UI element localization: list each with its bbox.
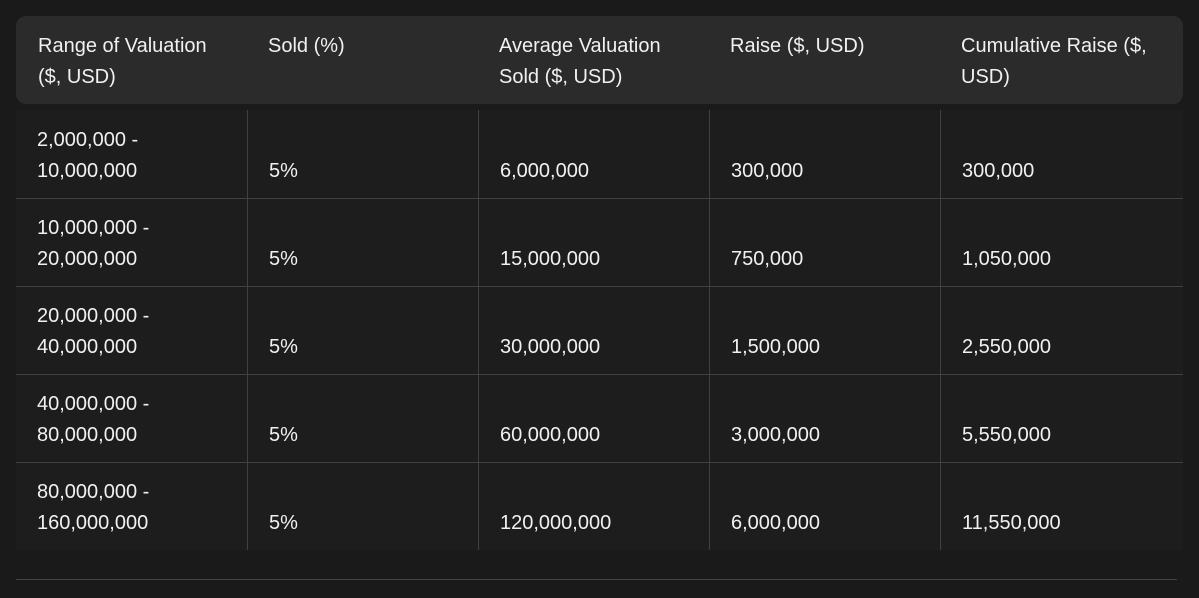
cell-cumulative-raise: 5,550,000 [940, 375, 1183, 462]
cell-raise: 6,000,000 [709, 463, 940, 550]
cell-valuation-range: 10,000,000 - 20,000,000 [37, 217, 150, 270]
table-row: 20,000,000 - 40,000,000 5% 30,000,000 1,… [16, 286, 1183, 374]
cell-cumulative-raise: 1,050,000 [940, 199, 1183, 286]
cell-cumulative-raise: 2,550,000 [940, 287, 1183, 374]
cell-average-valuation-sold: 30,000,000 [478, 287, 709, 374]
table-row: 80,000,000 - 160,000,000 5% 120,000,000 … [16, 462, 1183, 550]
cell-average-valuation-sold: 60,000,000 [478, 375, 709, 462]
cell-cumulative-raise: 11,550,000 [940, 463, 1183, 550]
table-row: 10,000,000 - 20,000,000 5% 15,000,000 75… [16, 198, 1183, 286]
cell-valuation-range: 80,000,000 - 160,000,000 [37, 481, 150, 534]
header-average-valuation-sold: Average Valuation Sold ($, USD) [499, 35, 661, 88]
cell-raise: 3,000,000 [709, 375, 940, 462]
cell-sold-pct: 5% [247, 110, 478, 198]
cell-sold-pct: 5% [247, 287, 478, 374]
cell-sold-pct: 5% [247, 199, 478, 286]
cell-valuation-range: 40,000,000 - 80,000,000 [37, 393, 150, 446]
cell-sold-pct: 5% [247, 463, 478, 550]
valuation-table: Range of Valuation ($, USD) Sold (%) Ave… [16, 16, 1183, 580]
cell-raise: 1,500,000 [709, 287, 940, 374]
header-sold-pct: Sold (%) [268, 35, 345, 57]
cell-average-valuation-sold: 6,000,000 [478, 110, 709, 198]
table-row: 2,000,000 - 10,000,000 5% 6,000,000 300,… [16, 110, 1183, 198]
table-row: 40,000,000 - 80,000,000 5% 60,000,000 3,… [16, 374, 1183, 462]
header-range-of-valuation: Range of Valuation ($, USD) [38, 35, 207, 88]
cell-average-valuation-sold: 120,000,000 [478, 463, 709, 550]
bottom-divider [16, 579, 1177, 580]
table-header-row: Range of Valuation ($, USD) Sold (%) Ave… [16, 16, 1183, 104]
cell-raise: 300,000 [709, 110, 940, 198]
cell-cumulative-raise: 300,000 [940, 110, 1183, 198]
header-cumulative-raise: Cumulative Raise ($, USD) [961, 35, 1147, 88]
cell-raise: 750,000 [709, 199, 940, 286]
cell-valuation-range: 20,000,000 - 40,000,000 [37, 305, 150, 358]
cell-valuation-range: 2,000,000 - 10,000,000 [37, 129, 139, 182]
header-raise: Raise ($, USD) [730, 35, 865, 57]
cell-average-valuation-sold: 15,000,000 [478, 199, 709, 286]
cell-sold-pct: 5% [247, 375, 478, 462]
table-body: 2,000,000 - 10,000,000 5% 6,000,000 300,… [16, 110, 1183, 550]
